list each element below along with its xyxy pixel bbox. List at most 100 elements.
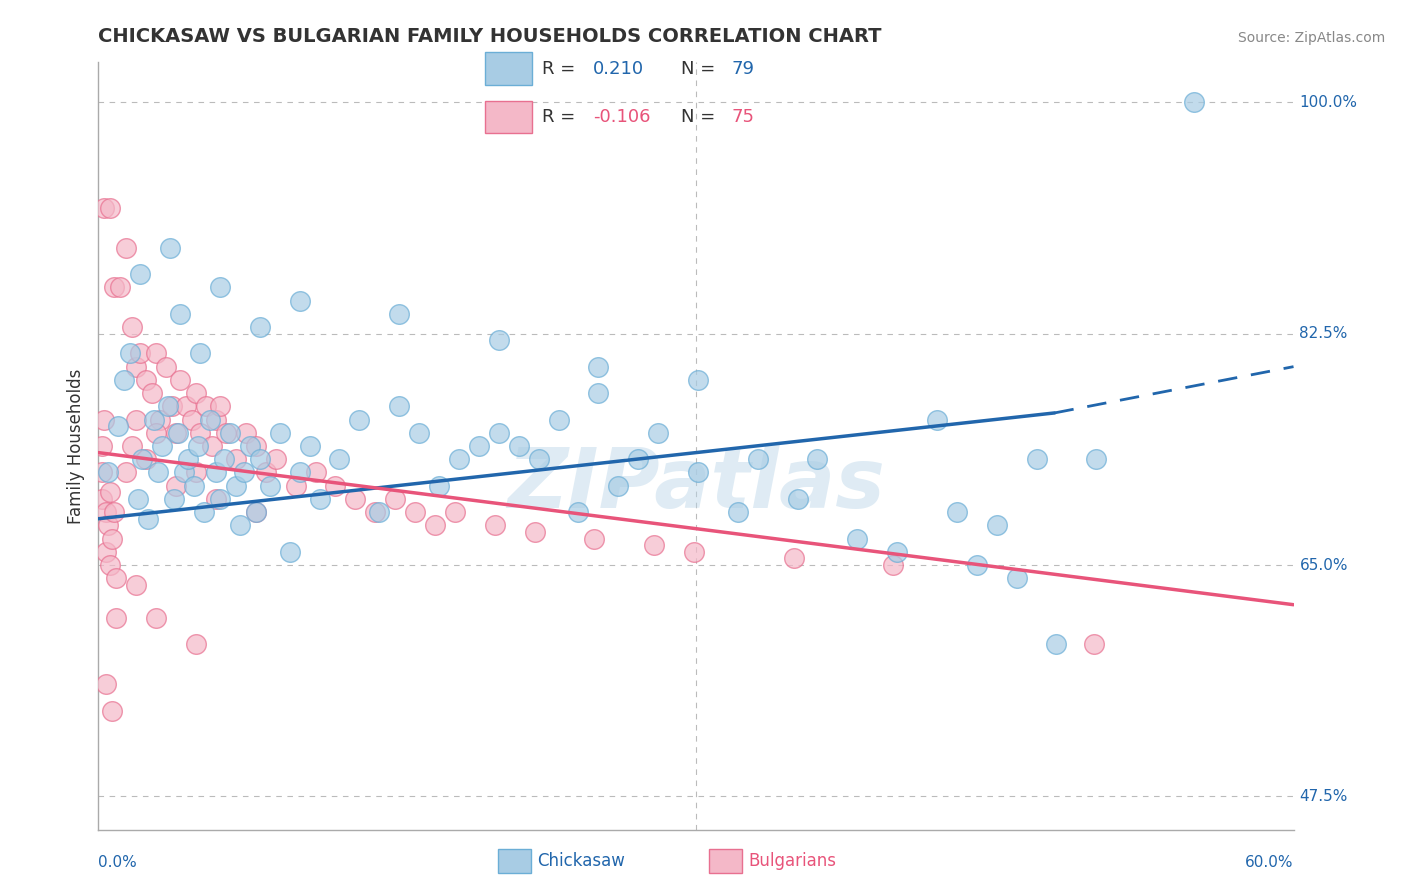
Point: [150, 439, 173, 453]
Point: [97, 466, 120, 480]
Point: [169, 373, 191, 387]
Point: [98, 201, 122, 215]
Point: [105, 611, 128, 625]
Point: [368, 505, 391, 519]
Point: [160, 400, 183, 414]
Point: [235, 425, 257, 440]
Text: 47.5%: 47.5%: [1299, 789, 1348, 804]
Point: [107, 419, 129, 434]
Point: [177, 452, 200, 467]
Point: [408, 425, 430, 440]
Point: [157, 400, 180, 414]
Point: [201, 439, 224, 453]
Point: [163, 491, 186, 506]
Text: R =: R =: [543, 108, 581, 126]
Text: 0.210: 0.210: [593, 60, 644, 78]
Point: [184, 637, 207, 651]
Point: [627, 452, 650, 467]
Point: [121, 320, 143, 334]
Point: [647, 425, 669, 440]
Point: [245, 439, 267, 453]
Point: [607, 478, 630, 492]
Point: [588, 386, 610, 401]
Point: [686, 373, 709, 387]
Point: [484, 518, 506, 533]
Point: [97, 518, 120, 533]
Point: [96, 505, 118, 519]
Point: [245, 505, 267, 519]
Point: [184, 466, 207, 480]
Point: [91, 491, 114, 506]
Point: [388, 307, 411, 321]
Point: [284, 478, 307, 492]
Point: [269, 425, 291, 440]
Point: [98, 558, 122, 572]
Point: [105, 571, 128, 585]
Point: [232, 466, 254, 480]
Point: [583, 532, 606, 546]
Point: [782, 551, 804, 566]
Point: [91, 439, 114, 453]
Point: [288, 466, 311, 480]
Point: [727, 505, 749, 519]
Text: ZIPatlas: ZIPatlas: [508, 444, 884, 524]
Point: [986, 518, 1008, 533]
Point: [98, 485, 122, 500]
Point: [344, 491, 367, 506]
Point: [288, 293, 311, 308]
Point: [404, 505, 426, 519]
Point: [129, 267, 152, 281]
Point: [135, 452, 157, 467]
Point: [198, 412, 221, 426]
Point: [225, 478, 247, 492]
Point: [523, 524, 546, 539]
Point: [304, 466, 326, 480]
Point: [882, 558, 904, 572]
Point: [747, 452, 769, 467]
Point: [165, 425, 187, 440]
Text: -0.106: -0.106: [593, 108, 650, 126]
Point: [143, 412, 166, 426]
Point: [488, 333, 510, 347]
Point: [174, 400, 197, 414]
Point: [225, 452, 247, 467]
Point: [846, 532, 869, 546]
Point: [135, 373, 157, 387]
Point: [444, 505, 467, 519]
Point: [259, 478, 281, 492]
Text: R =: R =: [543, 60, 581, 78]
Point: [205, 466, 228, 480]
Point: [131, 452, 153, 467]
Point: [112, 373, 135, 387]
Point: [886, 545, 908, 559]
Point: [264, 452, 287, 467]
Point: [298, 439, 321, 453]
Point: [1045, 637, 1067, 651]
Point: [686, 466, 709, 480]
Point: [101, 704, 124, 718]
Point: [103, 280, 125, 294]
Point: [588, 359, 610, 374]
Point: [219, 425, 242, 440]
Point: [187, 439, 209, 453]
Point: [184, 386, 207, 401]
Point: [427, 478, 450, 492]
Point: [91, 466, 114, 480]
Point: [239, 439, 262, 453]
Point: [925, 412, 948, 426]
Text: 82.5%: 82.5%: [1299, 326, 1348, 341]
Point: [1085, 452, 1108, 467]
Point: [115, 241, 138, 255]
Point: [103, 505, 125, 519]
Point: [423, 518, 446, 533]
Point: [141, 386, 163, 401]
Point: [212, 452, 235, 467]
Point: [96, 545, 118, 559]
Point: [125, 412, 148, 426]
Point: [115, 466, 138, 480]
Point: [173, 466, 195, 480]
Point: [101, 532, 124, 546]
Point: [384, 491, 406, 506]
Point: [145, 425, 167, 440]
Point: [488, 425, 510, 440]
